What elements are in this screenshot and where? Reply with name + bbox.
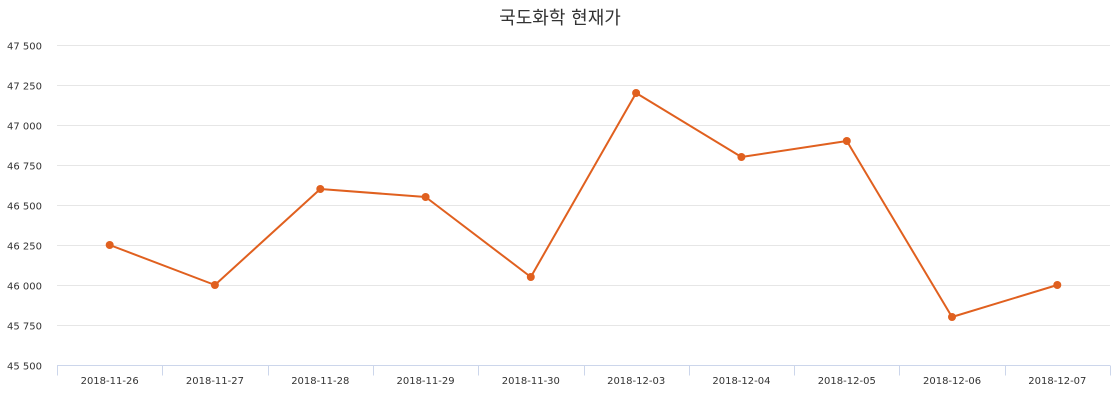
data-point-marker[interactable] [737,153,746,161]
data-point-marker[interactable] [1053,281,1062,289]
data-point-marker[interactable] [526,273,535,281]
x-tick-label: 2018-11-29 [396,376,454,387]
data-point-marker[interactable] [632,89,641,97]
x-tick-label: 2018-11-30 [502,376,560,387]
y-tick-label: 47 000 [7,122,42,133]
x-tick-label: 2018-12-06 [923,376,981,387]
x-tick-label: 2018-11-27 [186,376,244,387]
data-point-marker[interactable] [421,193,430,201]
y-tick-label: 46 750 [7,162,42,173]
data-point-marker[interactable] [842,137,851,145]
gridlines [57,45,1110,326]
x-tick-label: 2018-12-07 [1028,376,1086,387]
data-point-marker[interactable] [316,185,325,193]
y-axis: 45 500 45 750 46 000 46 250 46 500 46 750 47 0… [7,42,42,373]
series-path [108,92,1059,318]
series-line [105,89,1062,321]
y-tick-label: 46 500 [7,202,42,213]
x-tick-label: 2018-12-03 [607,376,665,387]
data-point-marker[interactable] [948,313,956,321]
x-tick-label: 2018-12-04 [712,376,770,387]
x-tick-label: 2018-11-28 [291,376,349,387]
y-tick-label: 46 250 [7,242,42,253]
chart-title: 국도화학 현재가 [499,8,621,29]
y-tick-label: 47 500 [7,42,42,53]
x-axis: 2018-11-26 2018-11-27 2018-11-28 2018-11-29… [57,365,1111,387]
data-point-marker[interactable] [210,281,219,289]
y-tick-label: 47 250 [7,82,42,93]
x-tick-label: 2018-12-05 [818,376,876,387]
y-tick-label: 45 500 [7,362,42,373]
data-point-marker[interactable] [105,241,114,249]
y-tick-label: 45 750 [7,322,42,333]
x-tick-label: 2018-11-26 [81,376,139,387]
y-tick-label: 46 000 [7,282,42,293]
